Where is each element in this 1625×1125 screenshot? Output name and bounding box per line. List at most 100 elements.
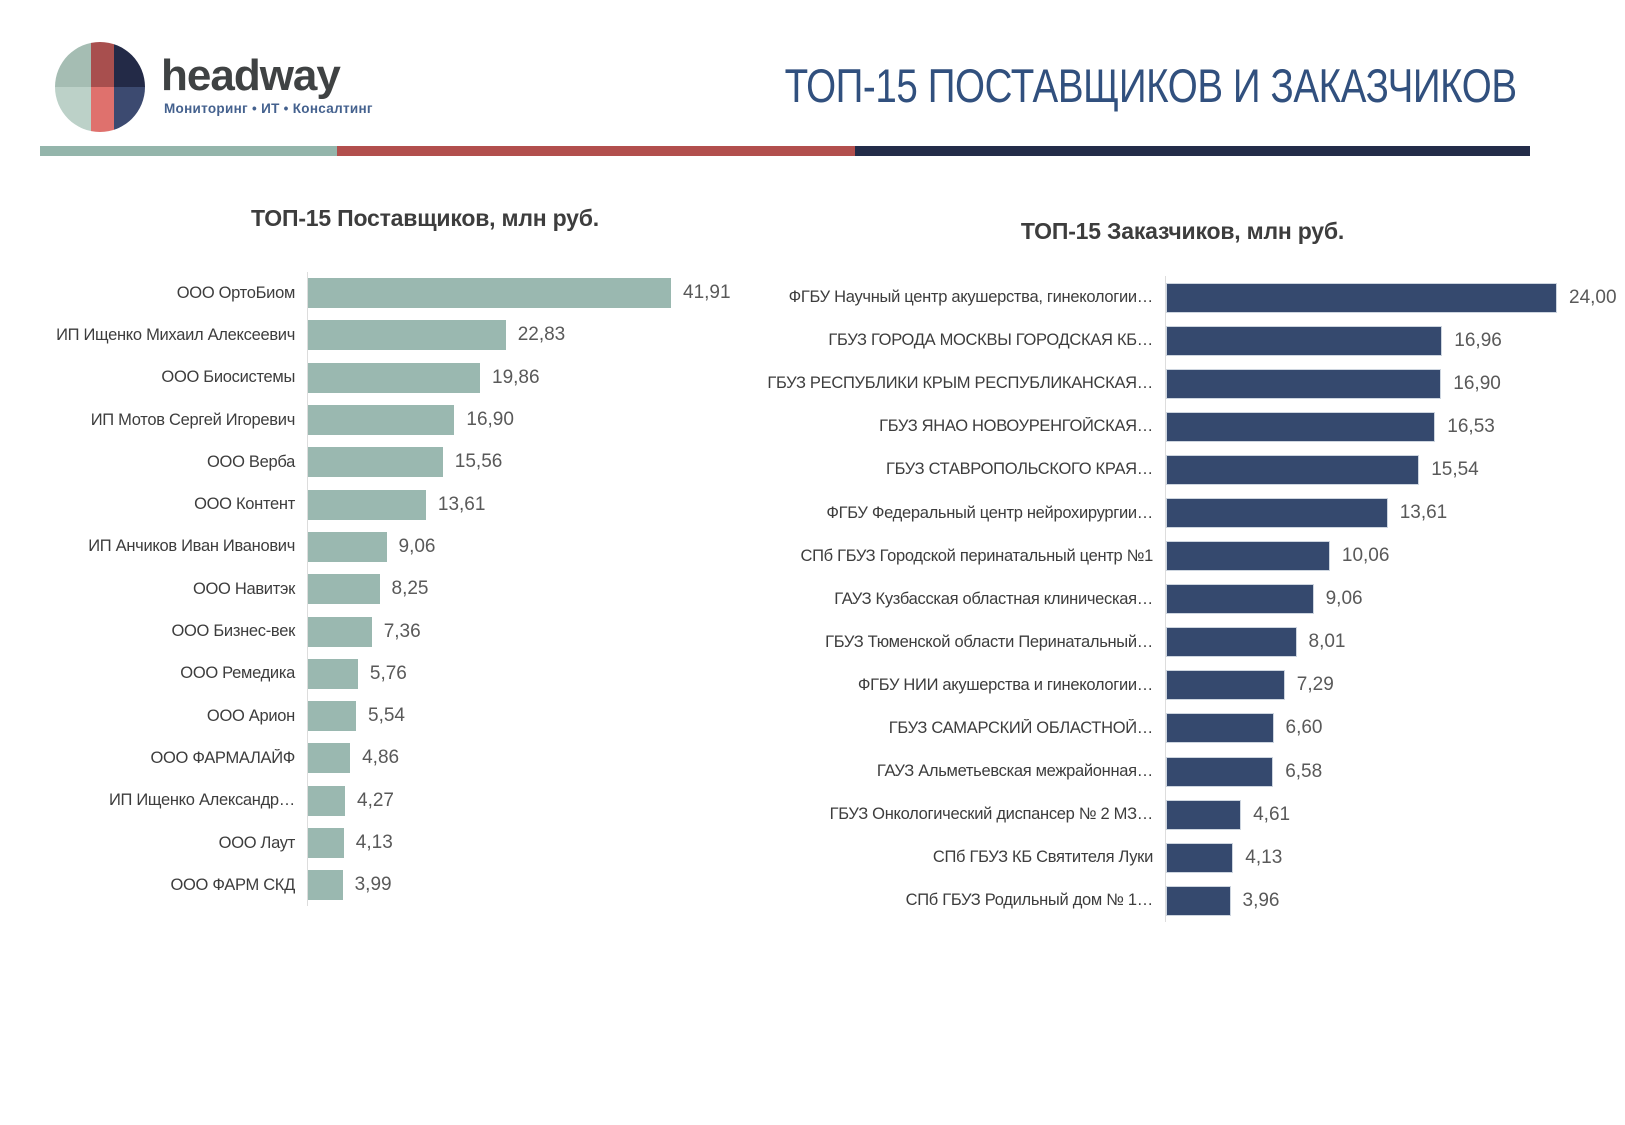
value-label: 9,06 [398,535,436,557]
bar-track: 13,61 [307,483,810,526]
bar-row: ИП Ищенко Михаил Алексеевич 22,83 [40,314,810,357]
bar [308,658,358,689]
value-label: 7,36 [383,620,421,642]
bar [1166,282,1557,313]
bar-track: 4,13 [307,821,810,865]
logo-segment [55,42,91,87]
bar-track: 5,54 [307,694,810,738]
bar-track: 15,54 [1165,448,1625,492]
bar-row: ФГБУ Федеральный центр нейрохирургии… 13,… [740,491,1625,535]
bar [308,531,387,562]
bar [1166,799,1242,830]
value-label: 13,61 [1399,502,1448,524]
bar-track: 22,83 [307,314,810,357]
category-label: СПб ГБУЗ Родильный дом № 1… [905,891,1154,910]
headway-logo: headway Мониторинг • ИТ • Консалтинг [55,42,373,132]
category-label: ГАУЗ Кузбасская областная клиническая… [834,589,1153,608]
category-label: ГБУЗ РЕСПУБЛИКИ КРЫМ РЕСПУБЛИКАНСКАЯ… [767,374,1153,393]
value-label: 7,29 [1296,674,1334,696]
category-label: ИП Ищенко Михаил Алексеевич [56,325,295,344]
bar-track: 41,91 [307,272,810,315]
category-label: ООО Биосистемы [161,368,295,387]
logo-segment [55,87,91,132]
bar-row: ИП Мотов Сергей Игоревич 16,90 [40,398,810,442]
value-label: 6,60 [1285,717,1323,739]
logo-wordmark: headway [161,51,341,100]
bar-row: ООО ФАРМ СКД 3,99 [40,864,810,907]
value-label: 4,27 [357,789,394,811]
category-label: ООО Бизнес-век [171,622,295,641]
category-label: ГБУЗ Онкологический диспансер № 2 МЗ… [829,805,1154,824]
bar-row: ООО Верба 15,56 [40,441,810,484]
bar-row: ГБУЗ РЕСПУБЛИКИ КРЫМ РЕСПУБЛИКАНСКАЯ… 16,… [740,362,1625,406]
bar-track: 7,36 [307,610,810,653]
bar-track: 3,99 [307,864,810,907]
chart-title: ТОП-15 Поставщиков, млн руб. [251,205,599,231]
bar [1166,713,1274,744]
logo-segment [91,87,115,132]
bar [1166,368,1442,399]
bar-row: ГБУЗ ЯНАО НОВОУРЕНГОЙСКАЯ… 16,53 [740,405,1625,449]
value-label: 4,13 [1245,846,1283,868]
bar-track: 16,96 [1165,319,1625,363]
bar-row: ГБУЗ Онкологический диспансер № 2 МЗ… 4,6… [740,793,1625,837]
value-label: 41,91 [683,282,731,304]
bar [1166,411,1436,442]
value-label: 4,86 [362,747,400,769]
bar-row: ООО Контент 13,61 [40,483,810,526]
category-label: ООО ОртоБиом [176,283,296,302]
category-label: ГБУЗ ЯНАО НОВОУРЕНГОЙСКАЯ… [879,417,1153,436]
logo-tagline: Мониторинг • ИТ • Консалтинг [164,101,373,116]
value-label: 24,00 [1569,286,1617,308]
value-label: 5,76 [369,662,407,684]
logo-segment [114,87,145,132]
value-label: 13,61 [437,493,486,515]
bar [1166,627,1297,658]
bar-track: 24,00 [1165,276,1625,320]
chart-plot-area: ФГБУ Научный центр акушерства, гинеколог… [740,276,1625,923]
logo-segment [114,42,145,87]
bar-row: ООО Лаут 4,13 [40,821,810,865]
bar [308,828,344,858]
suppliers-bar-chart: ТОП-15 Поставщиков, млн руб. ООО ОртоБио… [40,205,810,935]
category-label: СПб ГБУЗ Городской перинатальный центр №… [800,546,1153,565]
value-label: 6,58 [1285,760,1323,782]
category-label: ИП Мотов Сергей Игоревич [90,410,296,429]
divider-segment-navy [855,146,1530,156]
bar-row: ООО Бизнес-век 7,36 [40,610,810,653]
category-label: СПб ГБУЗ КБ Святителя Луки [932,848,1153,867]
bar-track: 4,86 [307,737,810,780]
value-label: 10,06 [1341,545,1390,567]
value-label: 9,06 [1325,588,1363,610]
bar [1166,885,1231,916]
bar [308,701,356,732]
bar-track: 5,76 [307,652,810,695]
value-label: 4,61 [1253,803,1291,825]
bar-row: ГАУЗ Альметьевская межрайонная… 6,58 [740,750,1625,794]
bar-track: 9,06 [307,525,810,569]
category-label: ООО Арион [206,706,295,725]
category-label: ГАУЗ Альметьевская межрайонная… [876,762,1153,781]
logo-text-block: headway Мониторинг • ИТ • Консалтинг [161,42,373,132]
value-label: 16,96 [1454,329,1502,351]
category-label: ФГБУ Научный центр акушерства, гинеколог… [788,288,1154,307]
bar-track: 8,25 [307,568,810,611]
category-label: ООО ФАРМАЛАЙФ [150,748,295,767]
value-label: 8,01 [1308,631,1346,653]
bar-row: ООО Арион 5,54 [40,694,810,738]
bar-row: ГБУЗ Тюменской области Перинатальный… 8,0… [740,620,1625,664]
bar-row: ГБУЗ САМАРСКИЙ ОБЛАСТНОЙ… 6,60 [740,706,1625,751]
bar-track: 10,06 [1165,534,1625,578]
bar [308,616,372,647]
bar [308,362,480,393]
bar [308,574,380,605]
bar [1166,756,1274,787]
bar-row: ООО Биосистемы 19,86 [40,356,810,399]
value-label: 4,13 [355,832,393,853]
chart-title: ТОП-15 Заказчиков, млн руб. [1020,218,1345,244]
category-label: ООО Контент [194,495,295,514]
bar-row: СПб ГБУЗ КБ Святителя Луки 4,13 [740,836,1625,880]
value-label: 16,90 [466,409,514,431]
bar-track: 4,27 [307,779,810,822]
